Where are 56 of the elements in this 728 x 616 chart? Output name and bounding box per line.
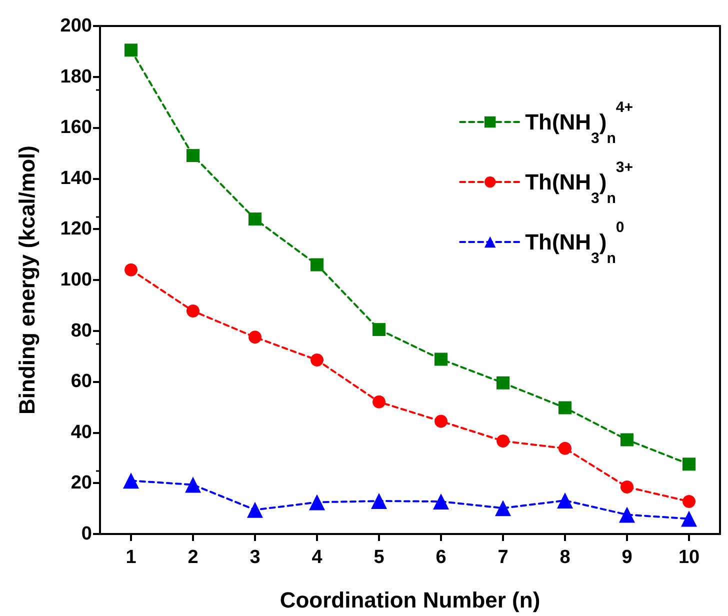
point [124, 263, 138, 276]
legend-label: Th(NH3)n4+ [525, 99, 634, 147]
y-tick-label: 40 [70, 422, 92, 443]
point [434, 414, 448, 428]
x-axis-title: Coordination Number (n) [280, 588, 540, 612]
x-tick-label: 1 [126, 547, 137, 568]
x-tick-label: 4 [312, 547, 323, 568]
y-tick-label: 140 [60, 168, 92, 189]
x-tick-label: 9 [622, 547, 632, 568]
point [310, 354, 324, 367]
point [496, 376, 510, 390]
y-tick-label: 80 [70, 320, 92, 342]
point [681, 510, 697, 527]
point [433, 493, 449, 510]
y-tick-label: 100 [60, 270, 92, 290]
point [619, 506, 635, 523]
point [248, 212, 262, 226]
point [247, 502, 263, 518]
x-tick-label: 10 [678, 547, 700, 568]
point [682, 494, 696, 508]
x-tick-label: 5 [374, 547, 385, 568]
point [371, 492, 387, 509]
point [496, 434, 510, 448]
x-tick-label: 2 [188, 547, 198, 568]
legend-label: Th(NH3)n3+ [525, 159, 634, 207]
y-axis-title: Binding energy (kcal/mol) [14, 146, 40, 414]
x-tick-label: 8 [560, 547, 570, 568]
y-tick-label: 60 [70, 371, 92, 392]
point [372, 323, 386, 336]
y-tick-label: 20 [70, 472, 92, 494]
legend-label: Th(NH3)n0 [525, 219, 624, 267]
y-tick-label: 160 [60, 117, 92, 138]
point [434, 352, 448, 366]
point [557, 492, 573, 508]
point [620, 433, 634, 446]
point [558, 401, 572, 414]
point [248, 330, 262, 344]
x-tick-label: 7 [498, 547, 508, 568]
point [124, 44, 138, 57]
point [682, 458, 696, 471]
point [620, 480, 634, 494]
point [186, 149, 200, 162]
point [310, 258, 324, 272]
point [372, 395, 386, 408]
point [558, 442, 572, 455]
point [123, 472, 139, 489]
y-tick-label: 200 [60, 16, 92, 36]
y-tick-label: 180 [60, 66, 92, 88]
point [309, 494, 325, 510]
y-tick-label: 120 [60, 218, 92, 240]
y-tick-label: 0 [81, 524, 92, 544]
point [185, 476, 201, 493]
x-tick-label: 3 [250, 547, 260, 568]
point [186, 304, 200, 318]
point [495, 500, 511, 516]
x-tick-label: 6 [436, 547, 446, 568]
